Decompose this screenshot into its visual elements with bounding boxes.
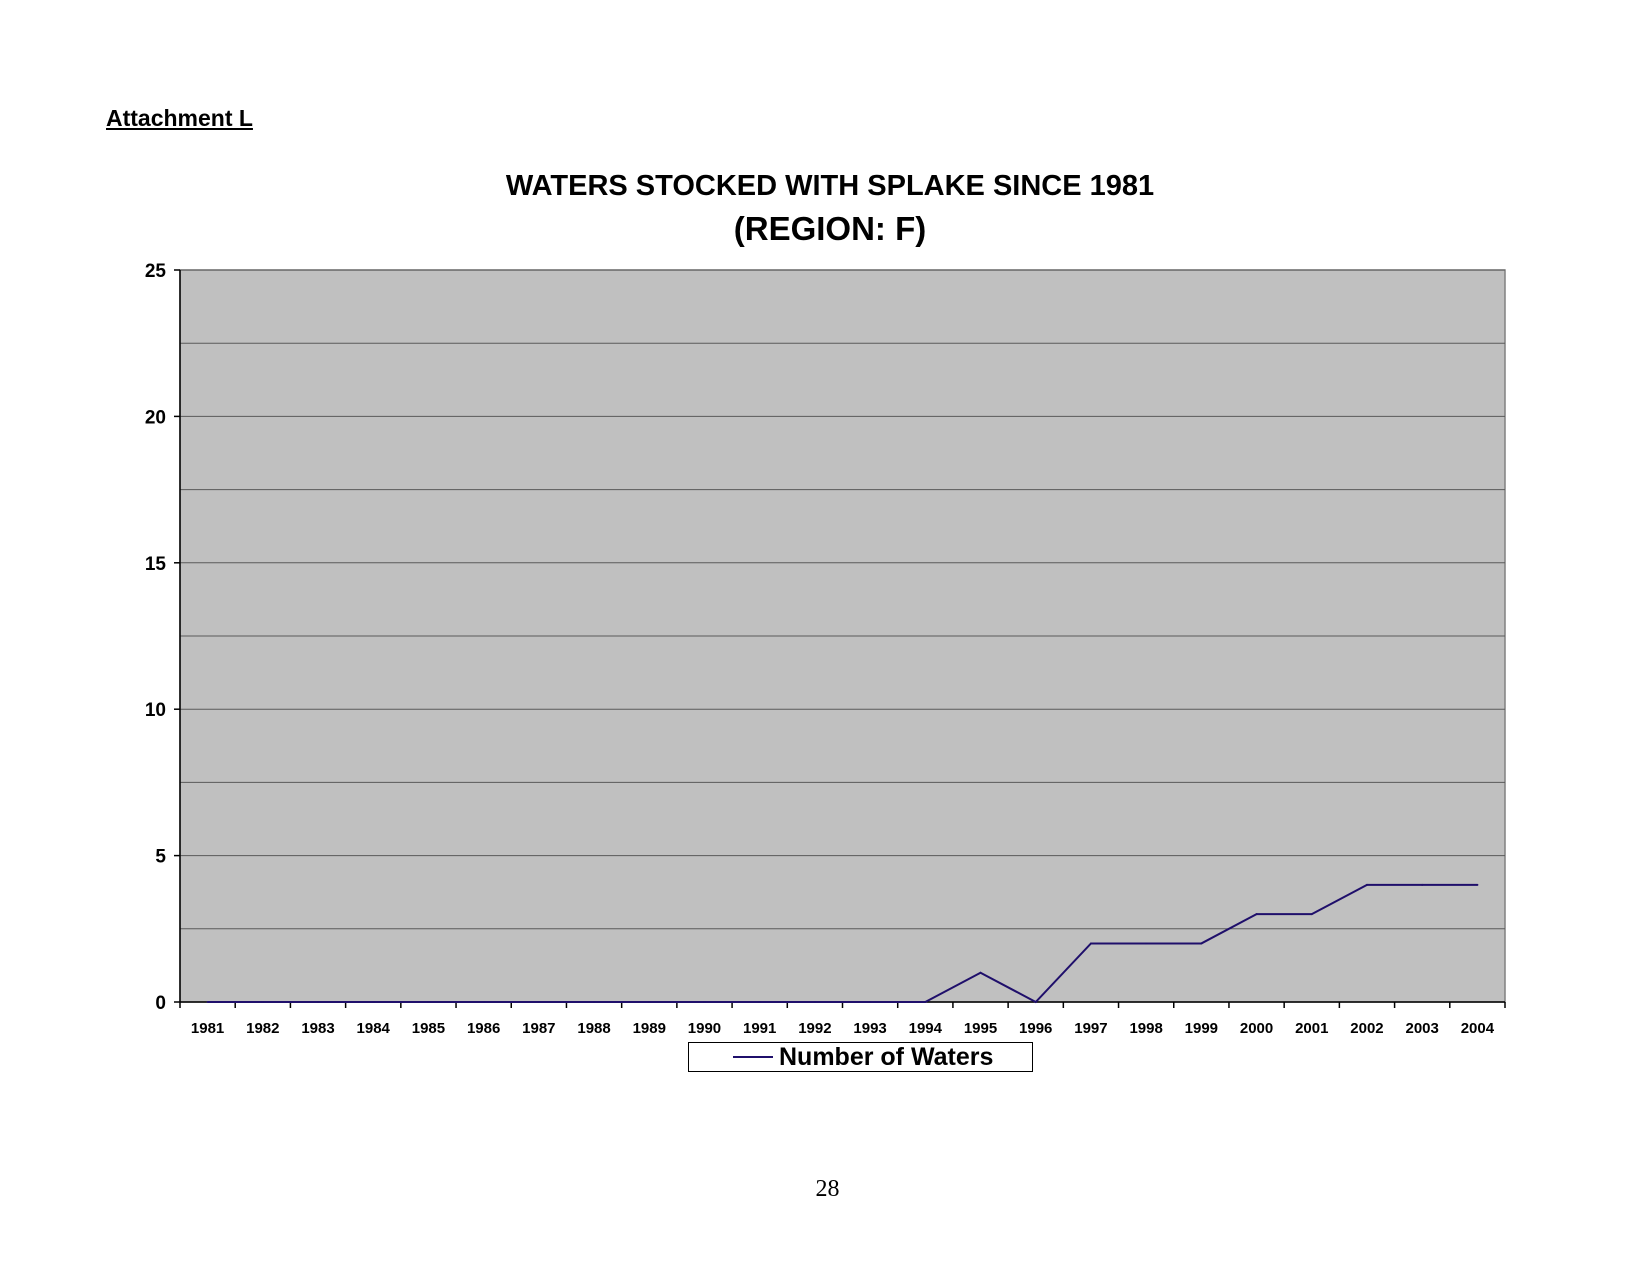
data-point	[1255, 913, 1258, 916]
chart-title: WATERS STOCKED WITH SPLAKE SINCE 1981	[505, 170, 1155, 202]
x-tick-label: 2003	[1406, 1020, 1439, 1037]
data-point	[1421, 883, 1424, 886]
x-tick-label: 1995	[964, 1020, 997, 1037]
data-point	[758, 1001, 761, 1003]
series-line	[207, 883, 1478, 1004]
data-point	[1310, 913, 1313, 916]
x-tick-label: 1982	[246, 1020, 279, 1037]
data-point	[1200, 942, 1203, 945]
x-tick-label: 1985	[412, 1020, 445, 1037]
y-tick-label: 25	[145, 261, 167, 282]
data-point	[703, 1001, 706, 1003]
data-point	[593, 1001, 596, 1003]
x-tick-label: 2001	[1295, 1020, 1328, 1037]
x-tick-label: 1996	[1019, 1020, 1052, 1037]
page-number: 28	[815, 1176, 840, 1202]
y-tick-label: 5	[155, 847, 166, 868]
x-tick-label: 1997	[1074, 1020, 1107, 1037]
x-tick-label: 2004	[1461, 1020, 1495, 1037]
legend-label: Number of Waters	[779, 1042, 994, 1071]
x-tick-label: 2002	[1350, 1020, 1383, 1037]
data-point	[427, 1001, 430, 1003]
x-tick-label: 1981	[191, 1020, 224, 1037]
x-tick-label: 1987	[522, 1020, 555, 1037]
y-tick-label: 10	[145, 700, 166, 721]
x-tick-label: 1989	[633, 1020, 666, 1037]
x-tick-label: 1988	[577, 1020, 610, 1037]
x-tick-label: 1994	[909, 1020, 943, 1037]
data-point	[869, 1001, 872, 1003]
x-tick-label: 2000	[1240, 1020, 1273, 1037]
data-point	[1365, 883, 1368, 886]
data-point	[1476, 883, 1479, 886]
x-tick-label: 1998	[1129, 1020, 1162, 1037]
x-tick-label: 1983	[301, 1020, 334, 1037]
y-tick-label: 0	[155, 993, 166, 1014]
legend-line-swatch	[733, 1056, 773, 1058]
data-point	[1145, 942, 1148, 945]
data-point	[648, 1001, 651, 1003]
data-point	[813, 1001, 816, 1003]
x-tick-label: 1992	[798, 1020, 831, 1037]
x-tick-label: 1999	[1185, 1020, 1218, 1037]
y-tick-label: 20	[145, 407, 166, 428]
chart-subtitle: (REGION: F)	[733, 210, 927, 247]
x-tick-label: 1990	[688, 1020, 721, 1037]
data-point	[1089, 942, 1092, 945]
attachment-label: Attachment L	[106, 105, 253, 131]
x-tick-label: 1984	[357, 1020, 391, 1037]
data-point	[317, 1001, 320, 1003]
x-tick-label: 1993	[853, 1020, 886, 1037]
x-tick-label: 1986	[467, 1020, 500, 1037]
data-point	[261, 1001, 264, 1003]
data-point	[537, 1001, 540, 1003]
data-point	[372, 1001, 375, 1003]
y-tick-label: 15	[145, 554, 167, 575]
data-point	[482, 1001, 485, 1003]
chart-legend: Number of Waters	[688, 1042, 1033, 1072]
x-tick-label: 1991	[743, 1020, 776, 1037]
data-point	[1034, 1001, 1037, 1003]
data-point	[979, 971, 982, 974]
data-point	[924, 1001, 927, 1003]
data-point	[206, 1001, 209, 1003]
